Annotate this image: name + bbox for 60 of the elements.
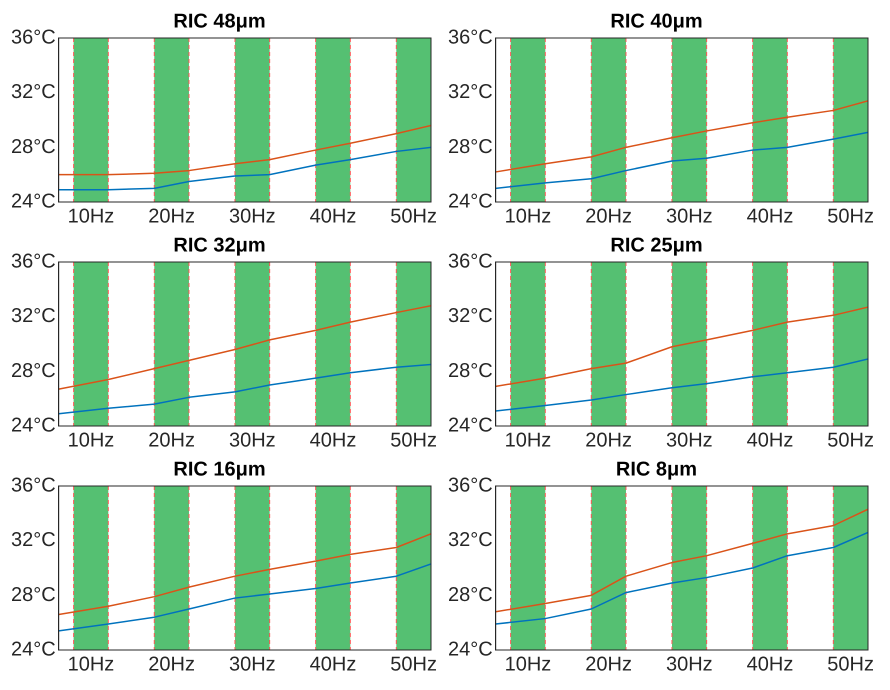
y-tick-label: 28°C: [11, 136, 56, 158]
y-tick-label: 28°C: [448, 584, 493, 606]
x-tick-label: 40Hz: [310, 654, 356, 676]
x-tick-label: 30Hz: [666, 206, 713, 228]
x-tick-label: 20Hz: [585, 654, 632, 676]
x-tick-label: 30Hz: [228, 206, 276, 228]
x-tick-label: 20Hz: [148, 430, 195, 452]
x-tick-label: 20Hz: [585, 206, 632, 228]
x-tick-label: 50Hz: [390, 430, 438, 452]
x-tick-label: 30Hz: [228, 654, 276, 676]
x-tick-label: 10Hz: [504, 430, 552, 452]
y-tick-label: 32°C: [11, 529, 56, 552]
y-tick-label: 36°C: [448, 474, 493, 497]
y-tick-label: 24°C: [448, 414, 493, 437]
y-tick-label: 24°C: [11, 638, 56, 661]
x-tick-label: 50Hz: [827, 654, 874, 676]
y-tick-label: 28°C: [11, 360, 56, 382]
y-tick-label: 24°C: [11, 190, 56, 213]
chart-title: RIC 48μm: [173, 10, 266, 33]
chart-title: RIC 16μm: [173, 458, 266, 481]
chart-title: RIC 40μm: [610, 10, 703, 33]
y-tick-label: 36°C: [11, 250, 56, 273]
x-tick-label: 30Hz: [228, 430, 276, 452]
y-tick-label: 32°C: [448, 529, 493, 552]
y-tick-label: 24°C: [11, 414, 56, 437]
x-tick-label: 50Hz: [390, 654, 438, 676]
x-tick-label: 40Hz: [310, 206, 356, 228]
y-tick-label: 32°C: [448, 305, 493, 328]
y-tick-label: 28°C: [11, 584, 56, 606]
x-tick-label: 10Hz: [68, 654, 114, 676]
y-tick-label: 32°C: [11, 305, 56, 328]
x-tick-label: 40Hz: [746, 206, 794, 228]
x-tick-label: 50Hz: [390, 206, 438, 228]
x-tick-label: 20Hz: [148, 206, 195, 228]
x-tick-label: 40Hz: [310, 430, 356, 452]
y-tick-label: 28°C: [448, 136, 493, 158]
x-tick-label: 20Hz: [585, 430, 632, 452]
x-tick-label: 50Hz: [827, 206, 874, 228]
x-tick-label: 40Hz: [746, 654, 794, 676]
y-tick-label: 28°C: [448, 360, 493, 382]
x-tick-label: 40Hz: [746, 430, 794, 452]
y-tick-label: 36°C: [11, 474, 56, 497]
y-tick-label: 32°C: [11, 81, 56, 104]
chart-title: RIC 25μm: [610, 234, 703, 257]
y-tick-label: 36°C: [448, 26, 493, 49]
x-tick-label: 10Hz: [504, 654, 552, 676]
chart-title: RIC 32μm: [173, 234, 266, 257]
x-tick-label: 50Hz: [827, 430, 874, 452]
x-tick-label: 20Hz: [148, 654, 195, 676]
x-tick-label: 30Hz: [666, 430, 713, 452]
x-tick-label: 10Hz: [68, 206, 114, 228]
x-tick-label: 30Hz: [666, 654, 713, 676]
y-tick-label: 24°C: [448, 190, 493, 213]
y-tick-label: 36°C: [11, 26, 56, 49]
y-tick-label: 32°C: [448, 81, 493, 104]
y-tick-label: 36°C: [448, 250, 493, 273]
x-tick-label: 10Hz: [504, 206, 552, 228]
y-tick-label: 24°C: [448, 638, 493, 661]
x-tick-label: 10Hz: [68, 430, 114, 452]
chart-title: RIC 8μm: [616, 458, 698, 481]
